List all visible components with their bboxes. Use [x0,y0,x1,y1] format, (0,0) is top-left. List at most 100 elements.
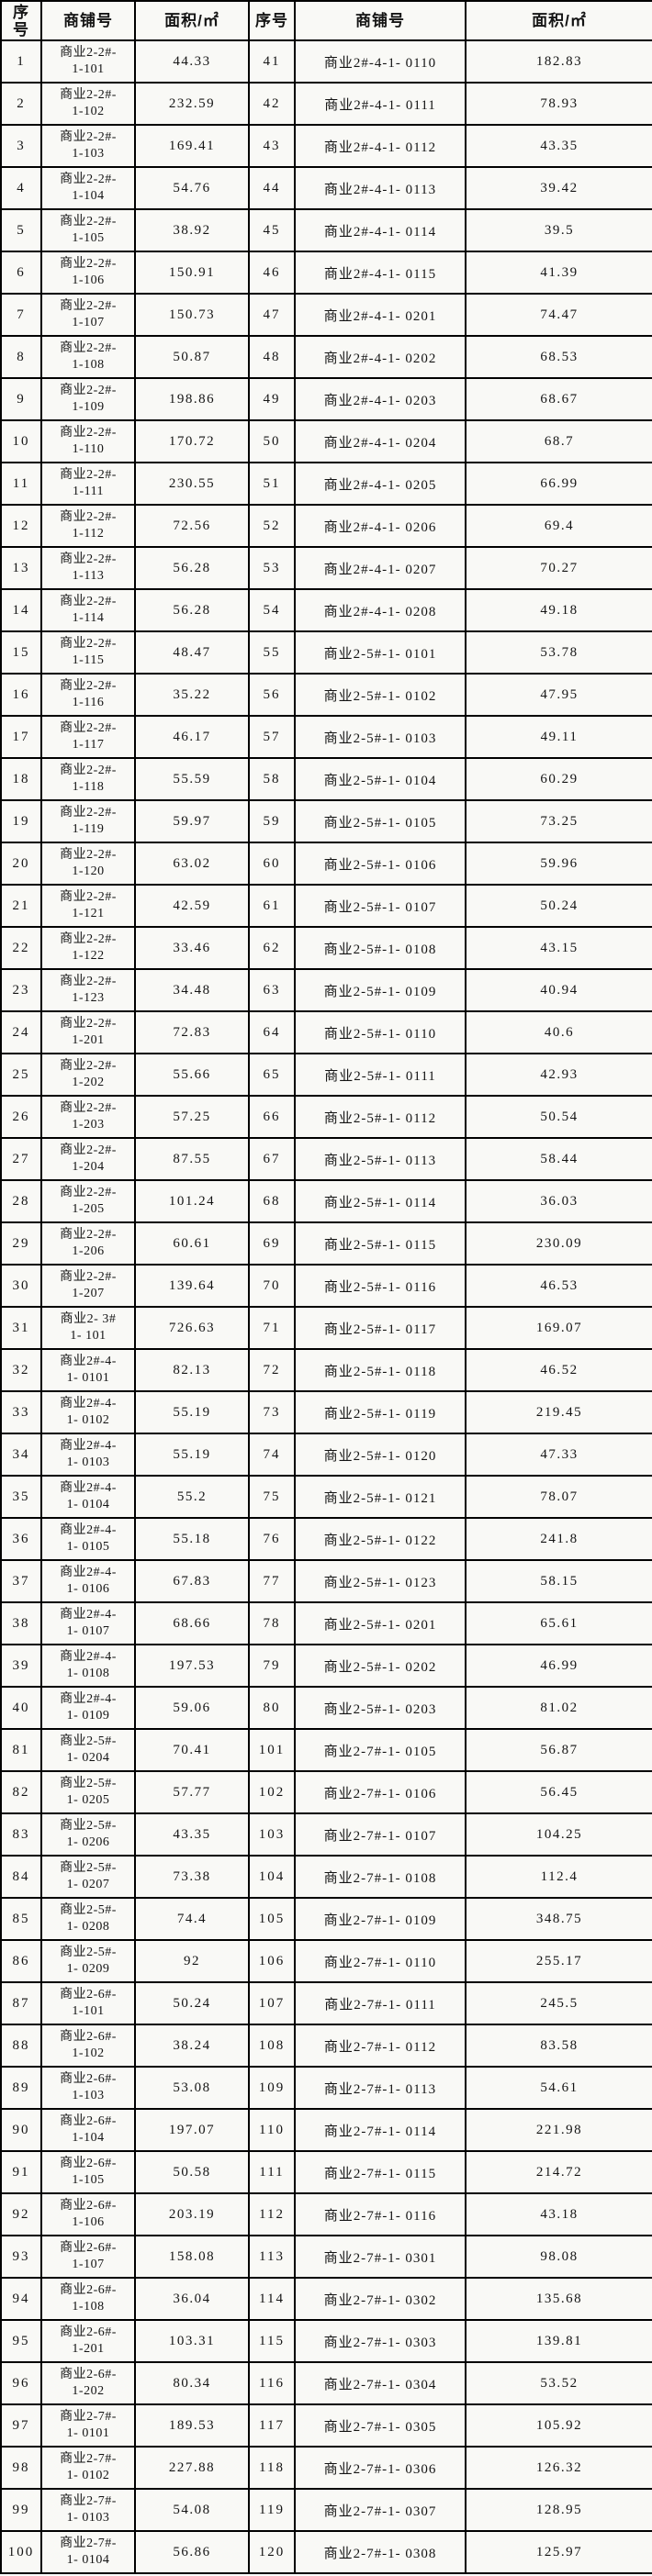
serial-cell: 20 [0,842,42,886]
shop-number-cell: 商业2-2#- 1-115 [40,630,136,675]
shop-number-cell: 商业2-5#-1- 0203 [294,1686,467,1730]
area-cell: 72.83 [134,1010,250,1054]
area-cell: 47.33 [465,1433,652,1477]
serial-cell: 26 [0,1095,42,1139]
area-cell: 50.87 [134,335,250,379]
shop-number-cell: 商业2-7#- 1- 0101 [40,2403,136,2448]
table-row: 11 商业2-2#- 1-111 230.55 51 商业2#-4-1- 0205 66.… [0,462,652,506]
serial-cell: 96 [0,2361,42,2405]
header-area-right: 面积/㎡ [465,0,652,41]
table-row: 86 商业2-5#- 1- 0209 92 106 商业2-7#-1- 0110 255.… [0,1939,652,1983]
shop-number-cell: 商业2-2#- 1-119 [40,799,136,843]
area-cell: 182.83 [465,39,652,84]
serial-cell: 91 [0,2150,42,2194]
serial-cell: 83 [0,1812,42,1857]
serial-cell: 75 [248,1475,296,1519]
area-cell: 55.66 [134,1053,250,1097]
area-cell: 150.91 [134,251,250,295]
shop-number-cell: 商业2-2#- 1-116 [40,673,136,717]
serial-cell: 106 [248,1939,296,1983]
shop-number-cell: 商业2-2#- 1-204 [40,1137,136,1181]
shop-number-cell: 商业2-6#- 1-202 [40,2361,136,2405]
serial-cell: 69 [248,1221,296,1266]
header-serial-left: 序 号 [0,0,42,41]
serial-cell: 49 [248,377,296,421]
table-header: 序 号 商铺号 面积/㎡ 序号 商铺号 面积/㎡ [0,0,652,41]
serial-cell: 45 [248,208,296,252]
area-cell: 169.41 [134,124,250,168]
header-area-left: 面积/㎡ [134,0,250,41]
shop-number-cell: 商业2-7#- 1- 0102 [40,2446,136,2490]
area-cell: 43.15 [465,926,652,970]
serial-cell: 51 [248,462,296,506]
area-cell: 65.61 [465,1601,652,1645]
shop-number-cell: 商业2-5#-1- 0105 [294,799,467,843]
area-cell: 56.28 [134,546,250,590]
shop-number-cell: 商业2-2#- 1-205 [40,1179,136,1223]
serial-cell: 32 [0,1348,42,1392]
table-row: 7 商业2-2#- 1-107 150.73 47 商业2#-4-1- 0201 74.4… [0,293,652,337]
serial-cell: 44 [248,166,296,210]
shop-number-cell: 商业2-2#- 1-117 [40,715,136,759]
shop-number-cell: 商业2-7#-1- 0303 [294,2319,467,2363]
table-row: 90 商业2-6#- 1-104 197.07 110 商业2-7#-1- 0114 22… [0,2108,652,2152]
shop-number-cell: 商业2-5#-1- 0111 [294,1053,467,1097]
serial-cell: 13 [0,546,42,590]
area-cell: 46.52 [465,1348,652,1392]
table-row: 87 商业2-6#- 1-101 50.24 107 商业2-7#-1- 0111 245… [0,1981,652,2025]
area-cell: 72.56 [134,504,250,548]
serial-cell: 68 [248,1179,296,1223]
shop-number-cell: 商业2#-4- 1- 0103 [40,1433,136,1477]
serial-cell: 9 [0,377,42,421]
serial-cell: 1 [0,39,42,84]
serial-cell: 28 [0,1179,42,1223]
table-row: 96 商业2-6#- 1-202 80.34 116 商业2-7#-1- 0304 53.… [0,2361,652,2405]
serial-cell: 101 [248,1728,296,1772]
area-cell: 128.95 [465,2488,652,2532]
table-row: 29 商业2-2#- 1-206 60.61 69 商业2-5#-1- 0115 230.… [0,1221,652,1266]
area-cell: 83.58 [465,2024,652,2068]
shop-number-cell: 商业2-5#-1- 0116 [294,1264,467,1308]
area-cell: 230.09 [465,1221,652,1266]
area-cell: 198.86 [134,377,250,421]
area-cell: 189.53 [134,2403,250,2448]
serial-cell: 30 [0,1264,42,1308]
table-row: 4 商业2-2#- 1-104 54.76 44 商业2#-4-1- 0113 39.42 [0,166,652,210]
serial-cell: 89 [0,2066,42,2110]
table-row: 91 商业2-6#- 1-105 50.58 111 商业2-7#-1- 0115 214… [0,2150,652,2194]
area-cell: 50.58 [134,2150,250,2194]
area-cell: 46.53 [465,1264,652,1308]
serial-cell: 54 [248,588,296,632]
serial-cell: 88 [0,2024,42,2068]
area-cell: 103.31 [134,2319,250,2363]
area-cell: 101.24 [134,1179,250,1223]
shop-number-cell: 商业2-6#- 1-107 [40,2235,136,2279]
shop-number-cell: 商业2-5#-1- 0109 [294,968,467,1012]
shop-number-cell: 商业2-5#- 1- 0209 [40,1939,136,1983]
shop-number-cell: 商业2-5#-1- 0118 [294,1348,467,1392]
shop-number-cell: 商业2-5#- 1- 0204 [40,1728,136,1772]
serial-cell: 60 [248,842,296,886]
serial-cell: 34 [0,1433,42,1477]
shop-number-cell: 商业2-2#- 1-201 [40,1010,136,1054]
area-cell: 98.08 [465,2235,652,2279]
area-cell: 169.07 [465,1306,652,1350]
area-cell: 73.25 [465,799,652,843]
area-cell: 35.22 [134,673,250,717]
header-shop-number-left: 商铺号 [40,0,136,41]
area-cell: 59.96 [465,842,652,886]
area-cell: 46.17 [134,715,250,759]
shop-number-cell: 商业2-7#-1- 0113 [294,2066,467,2110]
serial-cell: 37 [0,1559,42,1603]
table-body: 1 商业2-2#- 1-101 44.33 41 商业2#-4-1- 0110 182.8… [0,39,652,2574]
shop-number-cell: 商业2-2#- 1-104 [40,166,136,210]
area-cell: 68.67 [465,377,652,421]
shop-number-cell: 商业2-5#-1- 0202 [294,1644,467,1688]
area-cell: 92 [134,1939,250,1983]
shop-number-cell: 商业2-2#- 1-105 [40,208,136,252]
serial-cell: 71 [248,1306,296,1350]
serial-cell: 57 [248,715,296,759]
area-cell: 348.75 [465,1897,652,1941]
serial-cell: 19 [0,799,42,843]
serial-cell: 65 [248,1053,296,1097]
